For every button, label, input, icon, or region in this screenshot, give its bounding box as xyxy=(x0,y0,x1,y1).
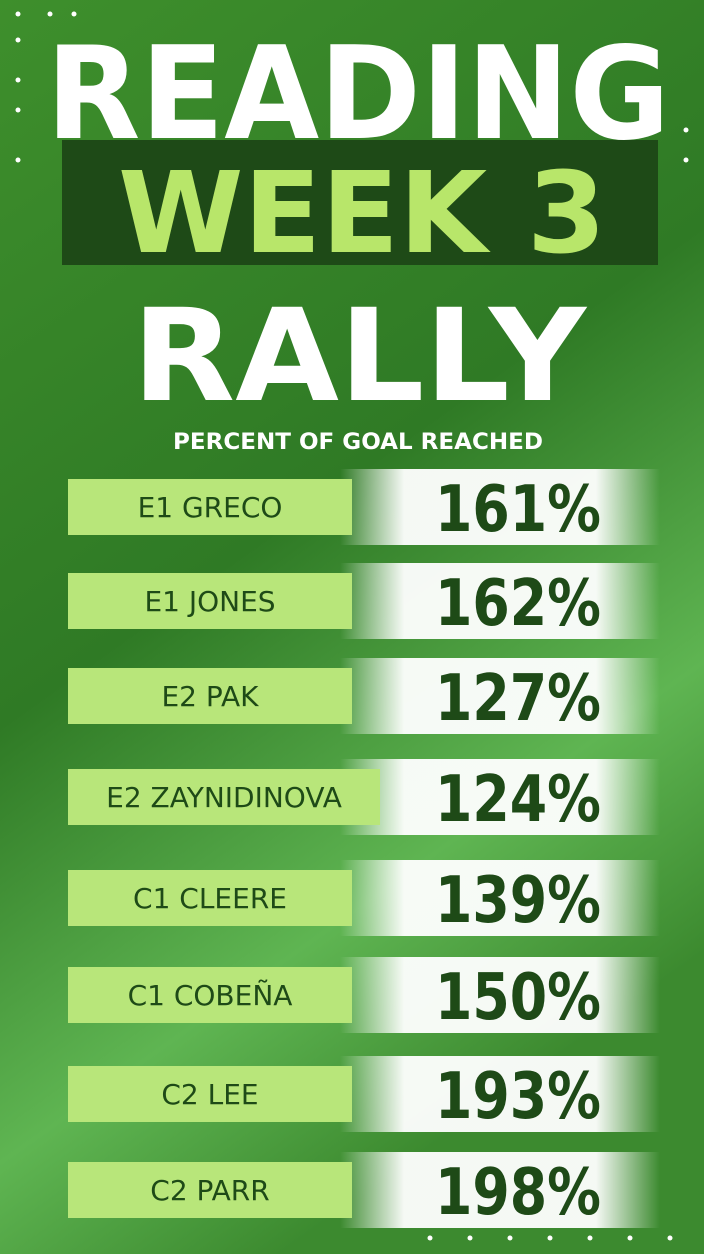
row-percent: 150% xyxy=(435,961,601,1035)
row-percent: 124% xyxy=(435,763,601,837)
title-line-3: RALLY xyxy=(132,282,587,431)
row-name: E2 ZAYNIDINOVA xyxy=(106,781,342,814)
row-panel xyxy=(340,860,660,936)
row-name: C2 LEE xyxy=(161,1078,258,1111)
name-box xyxy=(68,967,352,1023)
name-box xyxy=(68,479,352,535)
row-percent: 161% xyxy=(435,473,601,547)
row-panel xyxy=(340,658,660,734)
row-name: C1 CLEERE xyxy=(133,882,287,915)
row-panel xyxy=(340,1056,660,1132)
title-line-2: WEEK 3 xyxy=(118,149,606,279)
row-percent: 139% xyxy=(435,864,601,938)
row-panel xyxy=(340,1152,660,1228)
name-box xyxy=(68,668,352,724)
row-panel xyxy=(340,563,660,639)
name-box xyxy=(68,769,380,825)
row-name: E1 JONES xyxy=(144,585,275,618)
row-percent: 198% xyxy=(435,1156,601,1230)
name-box xyxy=(68,573,352,629)
row-panel xyxy=(340,759,660,835)
row-percent: 193% xyxy=(435,1060,601,1134)
name-box xyxy=(68,870,352,926)
name-box xyxy=(68,1066,352,1122)
row-percent: 127% xyxy=(435,662,601,736)
row-name: E1 GRECO xyxy=(138,491,283,524)
week-box xyxy=(62,140,658,265)
row-panel xyxy=(340,957,660,1033)
row-name: E2 PAK xyxy=(161,680,259,713)
row-panel xyxy=(340,469,660,545)
dots xyxy=(15,11,689,1241)
row-name: C1 COBEÑA xyxy=(128,979,293,1012)
subtitle: PERCENT OF GOAL REACHED xyxy=(173,430,543,455)
name-box xyxy=(68,1162,352,1218)
row-percent: 162% xyxy=(435,567,601,641)
row-name: C2 PARR xyxy=(150,1174,269,1207)
